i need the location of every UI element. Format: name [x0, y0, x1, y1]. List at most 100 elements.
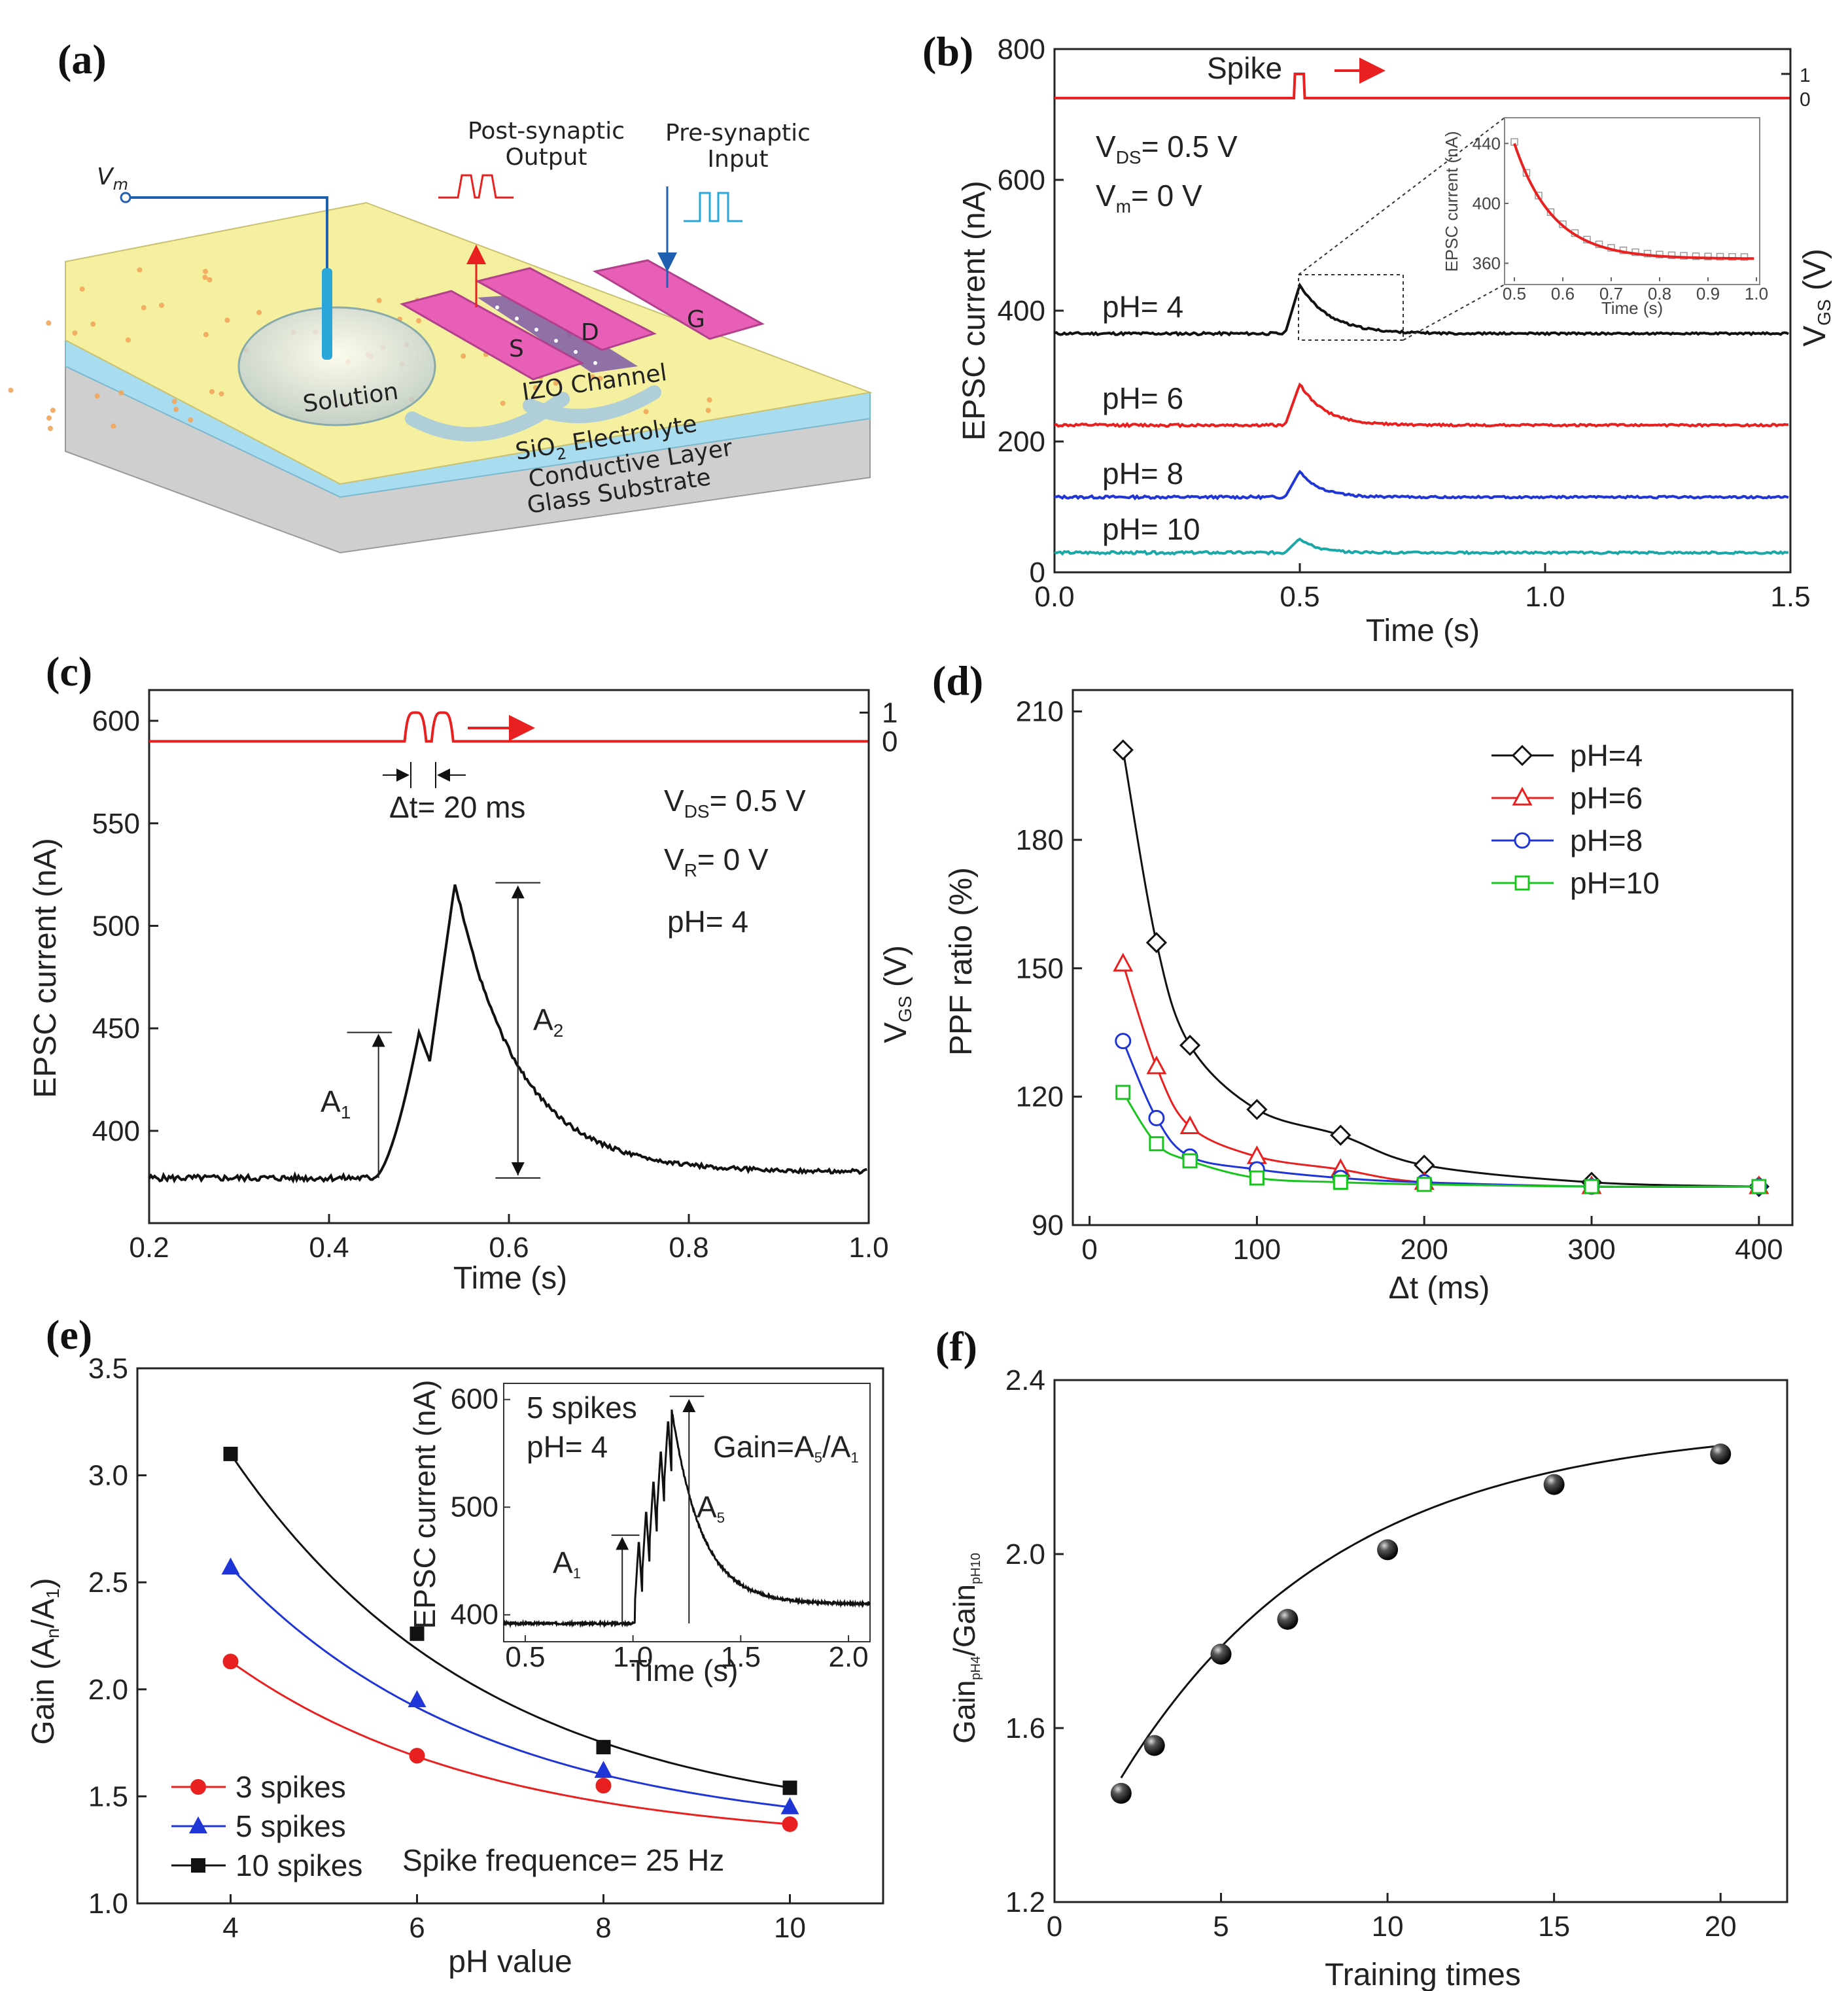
data-point-pH=10: [1149, 1136, 1164, 1152]
panel-label-f: (f): [935, 1323, 977, 1370]
channel-dot: [574, 350, 578, 354]
curves-b: pH= 4 pH= 6 pH= 8 pH= 10: [1054, 73, 1790, 556]
fit-line-10 spikes: [230, 1453, 790, 1789]
ion-dot: [173, 407, 179, 412]
panel-c: (c) 0.2 0.4 0.6 0.8 1.0 400 450 500 550 600 10 EPS…: [28, 648, 915, 1296]
series-line-pH= 4: [1054, 282, 1789, 337]
undefined-label: 3.5: [88, 1353, 128, 1385]
inset-tick-label-y: 600: [451, 1383, 498, 1415]
series-line-pH= 10: [1054, 537, 1789, 556]
undefined-label: 800: [998, 33, 1045, 65]
ion-dot: [643, 409, 649, 415]
undefined-label: 100: [1233, 1234, 1281, 1266]
inset-data-point: [1716, 252, 1724, 261]
undefined-label: 0: [1081, 1234, 1097, 1266]
data-point-5 spikes: [594, 1761, 613, 1778]
vr-label-c: VR= 0 V: [664, 842, 769, 880]
data-point-3 spikes: [782, 1816, 798, 1832]
right-tick-label: 0: [1800, 89, 1811, 111]
x-axis-label-f: Training times: [1325, 1958, 1521, 1991]
data-point-pH=6: [1179, 1115, 1200, 1134]
ion-dot: [209, 389, 215, 394]
ion-dot: [141, 305, 147, 311]
source-electrode: [400, 290, 585, 381]
spike-label-b: Spike: [1207, 51, 1282, 85]
undefined-label: 10: [1372, 1911, 1404, 1943]
post-synaptic-label: Post-synaptic: [468, 118, 625, 145]
channel-dot: [515, 317, 519, 320]
undefined-label: 150: [1016, 952, 1064, 984]
ion-flow-arrows: [405, 385, 661, 441]
data-point-pH=4: [1112, 739, 1134, 761]
ion-dot: [500, 400, 506, 406]
plot-frame-e: [136, 1367, 884, 1905]
legend-marker-pH=10: [1514, 875, 1530, 891]
data-point-pH=10: [1115, 1084, 1131, 1100]
series-label-pH= 8: pH= 8: [1102, 457, 1183, 491]
inset-data-point: [1728, 252, 1736, 261]
fit-line-5 spikes: [230, 1567, 790, 1809]
vgs-label-d: VGS (V): [879, 945, 915, 1043]
ion-dot: [553, 380, 559, 386]
data-point-5 spikes: [408, 1690, 427, 1708]
inset-tick-label-y: 400: [451, 1599, 498, 1631]
vm-label: Vm: [97, 164, 128, 194]
undefined-label: 210: [1016, 696, 1064, 728]
undefined-label: 400: [92, 1115, 140, 1147]
undefined-label: 0.6: [489, 1232, 529, 1264]
axes-d: 0 100 200 300 400 90 120 150 180 210: [1016, 696, 1783, 1266]
inset-a5-label-e: A5: [697, 1490, 725, 1526]
undefined-label: 1.2: [1005, 1886, 1045, 1918]
undefined-label: 0: [1047, 1911, 1062, 1943]
undefined-label: 20: [1705, 1911, 1737, 1943]
axes-b: 0.0 0.5 1.0 1.5 0 200 400 600 800 1 0: [998, 33, 1811, 613]
undefined-label: 500: [92, 910, 140, 942]
inset-xlabel-e: Time (s): [629, 1653, 739, 1688]
ion-dot: [376, 298, 382, 303]
ion-dot: [72, 330, 78, 336]
data-point-5 spikes: [780, 1797, 799, 1814]
series-label-pH= 10: pH= 10: [1102, 512, 1200, 546]
data-point-10 spikes: [410, 1626, 425, 1641]
inset-tick-label-x: 0.5: [505, 1641, 545, 1673]
ion-dot: [532, 385, 538, 390]
legend-label-3 spikes: 3 spikes: [235, 1770, 346, 1804]
data-point-pH=4: [1145, 931, 1168, 954]
undefined-label: 0: [1030, 557, 1045, 589]
panel-f: (f) 0 5 10 15 20 1.2 1.6 2.0 2.4 GainpH4/GainpH1…: [935, 1323, 1788, 1991]
inset-tick-label-x: 0.9: [1696, 284, 1720, 303]
data-point-pH=10: [1584, 1179, 1599, 1194]
legend-marker-pH=4: [1511, 744, 1533, 767]
ion-dot: [203, 269, 209, 274]
electrolyte-layer: [65, 201, 873, 485]
y-axis-label-d: PPF ratio (%): [944, 867, 979, 1056]
axes-c: 0.2 0.4 0.6 0.8 1.0 400 450 500 550 600 10: [92, 697, 898, 1264]
data-point-10 spikes: [596, 1740, 611, 1755]
legend-label-pH=10: pH=10: [1570, 866, 1660, 900]
inset-tick-label-x: 1.5: [721, 1641, 761, 1673]
gate-label: G: [687, 306, 705, 333]
legend-label-pH=6: pH=6: [1570, 781, 1643, 815]
inset-a1-label-e: A1: [553, 1546, 581, 1582]
undefined-label: 4: [222, 1912, 238, 1944]
inset-data-point: [1704, 252, 1712, 260]
right-tick-label: 0: [882, 725, 898, 757]
dt-label-c: Δt= 20 ms: [389, 790, 525, 824]
legend-label-10 spikes: 10 spikes: [235, 1848, 362, 1882]
channel-izo: [478, 294, 638, 373]
series-line-pH= 6: [1054, 382, 1789, 428]
data-point-pH=10: [1182, 1153, 1198, 1169]
y2-axis-label-b: VGS (V): [1798, 249, 1834, 347]
legend-label-pH=4: pH=4: [1570, 738, 1643, 772]
ion-dot: [202, 275, 208, 281]
undefined-label: 2.5: [88, 1567, 128, 1599]
data-point-pH=6: [1113, 952, 1134, 972]
y-axis-label-e: Gain (An/A1): [26, 1578, 63, 1744]
channel-dot: [495, 305, 499, 309]
undefined-label: 1.5: [1770, 581, 1810, 613]
y-axis-label-b: EPSC current (nA): [957, 181, 992, 440]
pre-synaptic-label: Pre-synaptic: [665, 120, 811, 147]
inset-data-point: [1692, 252, 1700, 260]
